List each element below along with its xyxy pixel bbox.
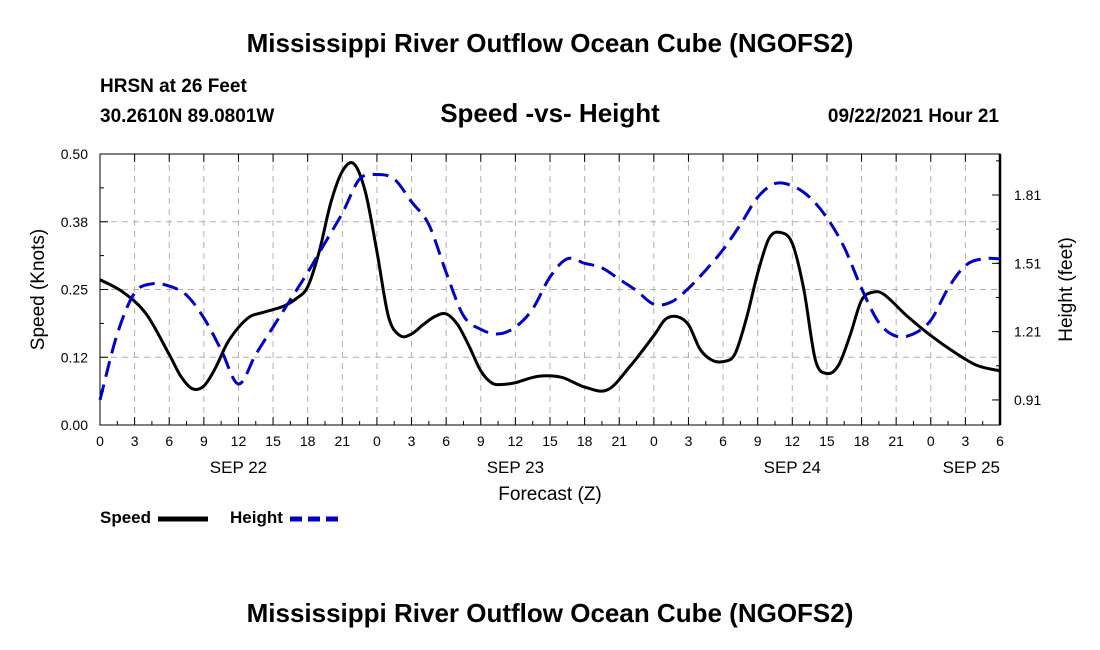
x-tick-label: 15 bbox=[819, 433, 835, 449]
date-label: SEP 24 bbox=[764, 458, 821, 477]
chart-footer-title: Mississippi River Outflow Ocean Cube (NG… bbox=[246, 598, 854, 628]
x-tick-label: 0 bbox=[96, 433, 104, 449]
x-tick-label: 15 bbox=[265, 433, 281, 449]
height-series-line bbox=[98, 172, 1001, 401]
x-tick-label: 18 bbox=[300, 433, 316, 449]
x-tick-label: 12 bbox=[785, 433, 801, 449]
y2-tick-label: 0.91 bbox=[1014, 392, 1041, 408]
x-tick-label: 12 bbox=[508, 433, 524, 449]
x-tick-label: 12 bbox=[231, 433, 247, 449]
x-tick-label: 6 bbox=[442, 433, 450, 449]
x-tick-label: 0 bbox=[373, 433, 381, 449]
station-label: HRSN at 26 Feet bbox=[100, 76, 247, 97]
x-tick-label: 0 bbox=[927, 433, 935, 449]
x-tick-label: 9 bbox=[477, 433, 485, 449]
chart-main-title: Mississippi River Outflow Ocean Cube (NG… bbox=[246, 28, 854, 58]
legend-speed: Speed bbox=[100, 508, 210, 528]
legend-speed-label: Speed bbox=[100, 508, 152, 527]
y-tick-label: 0.38 bbox=[61, 214, 88, 230]
speed-series-line bbox=[99, 161, 1001, 393]
x-tick-label: 3 bbox=[685, 433, 693, 449]
y-tick-label: 0.12 bbox=[61, 349, 88, 365]
x-tick-label: 9 bbox=[200, 433, 208, 449]
x-tick-label: 21 bbox=[335, 433, 351, 449]
x-tick-label: 15 bbox=[542, 433, 558, 449]
date-label: SEP 23 bbox=[487, 458, 544, 477]
y-axis-label: Speed (Knots) bbox=[28, 229, 49, 350]
legend-height: Height bbox=[230, 508, 342, 528]
x-tick-label: 18 bbox=[577, 433, 593, 449]
x-tick-label: 21 bbox=[888, 433, 904, 449]
legend-height-swatch bbox=[289, 516, 340, 522]
legend-height-label: Height bbox=[230, 508, 283, 527]
x-tick-label: 6 bbox=[719, 433, 727, 449]
x-tick-label: 6 bbox=[165, 433, 173, 449]
y2-tick-label: 1.51 bbox=[1014, 255, 1041, 271]
x-tick-label: 3 bbox=[408, 433, 416, 449]
y2-axis-label: Height (feet) bbox=[1056, 237, 1077, 342]
x-tick-label: 9 bbox=[754, 433, 762, 449]
y2-tick-label: 1.81 bbox=[1014, 187, 1041, 203]
station-coordinates: 30.2610N 89.0801W bbox=[100, 106, 275, 127]
y-tick-label: 0.00 bbox=[61, 417, 88, 433]
chart-subtitle: Speed -vs- Height bbox=[440, 98, 660, 128]
x-tick-label: 0 bbox=[650, 433, 658, 449]
x-tick-label: 18 bbox=[854, 433, 870, 449]
forecast-datetime: 09/22/2021 Hour 21 bbox=[827, 106, 999, 127]
x-tick-label: 3 bbox=[131, 433, 139, 449]
y2-tick-label: 1.21 bbox=[1014, 324, 1041, 340]
legend-speed-swatch bbox=[157, 516, 208, 522]
date-label: SEP 22 bbox=[210, 458, 267, 477]
x-axis-label: Forecast (Z) bbox=[498, 484, 601, 505]
x-tick-label: 21 bbox=[611, 433, 627, 449]
y-tick-label: 0.50 bbox=[61, 146, 88, 162]
date-label: SEP 25 bbox=[943, 458, 1000, 477]
x-tick-label: 3 bbox=[961, 433, 969, 449]
x-tick-label: 6 bbox=[996, 433, 1004, 449]
y-tick-label: 0.25 bbox=[61, 282, 88, 298]
